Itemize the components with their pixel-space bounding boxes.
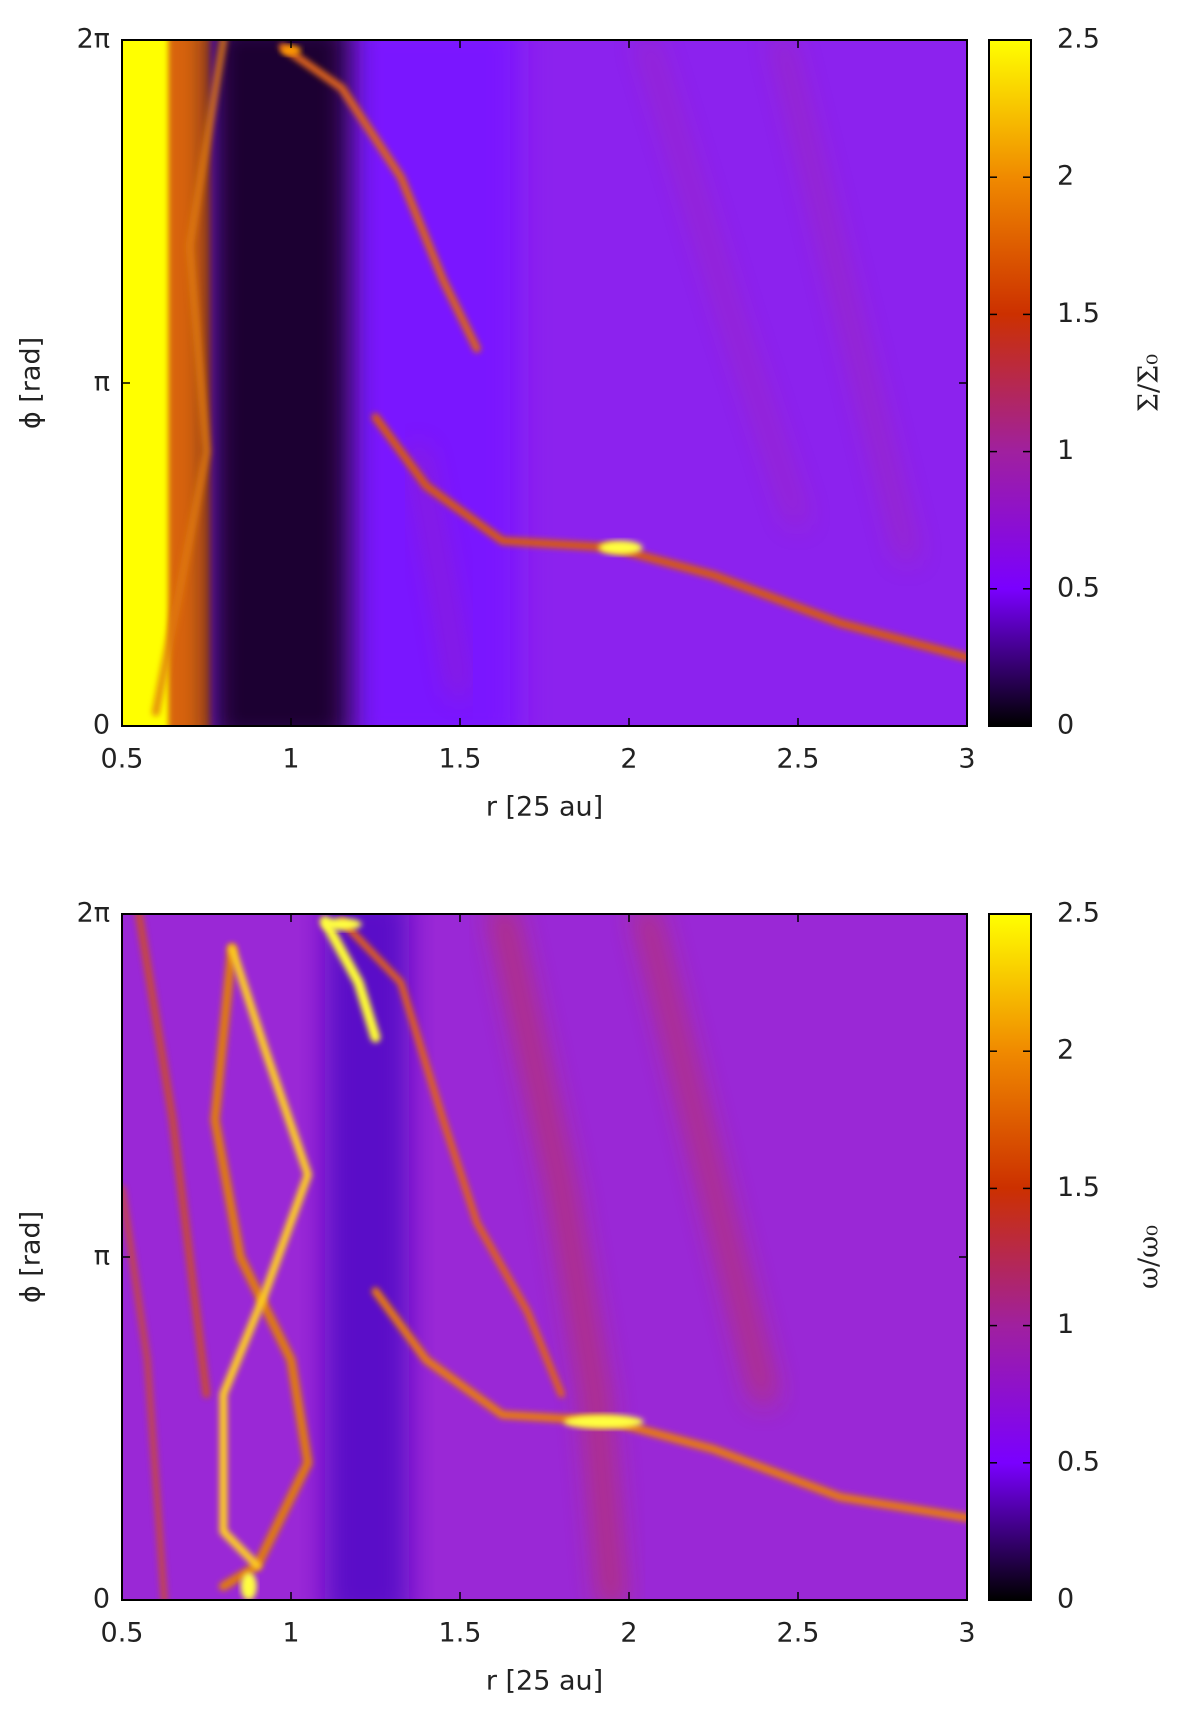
x-tick-label: 1.5	[439, 744, 482, 775]
field-spot	[240, 1572, 257, 1600]
y-tick-label: 2π	[77, 898, 110, 929]
field-arm	[635, 914, 775, 1405]
field-spot	[598, 540, 643, 555]
x-tick-label: 2.5	[777, 744, 820, 775]
colorbar-tick-label: 1.5	[1057, 1172, 1100, 1203]
field-background	[122, 914, 967, 1600]
y-tick-label: π	[94, 1241, 110, 1272]
y-tick-label: 0	[93, 710, 110, 741]
x-tick-label: 1	[282, 1618, 299, 1649]
colorbar-tick-label: 0.5	[1057, 1446, 1100, 1477]
heatmap-field	[122, 914, 967, 1600]
colorbar-tick-label: 2.5	[1057, 898, 1100, 929]
colorbar-tick-label: 0.5	[1057, 572, 1100, 603]
y-tick-label: 0	[93, 1584, 110, 1615]
field-spot	[563, 1414, 644, 1429]
x-tick-label: 2	[620, 1618, 637, 1649]
colorbar-tick-label: 0	[1057, 1584, 1074, 1615]
colorbar-tick-label: 2	[1057, 1035, 1074, 1066]
y-axis-label: ϕ [rad]	[16, 1211, 47, 1303]
colorbar	[988, 39, 1032, 727]
colorbar-tick-label: 0	[1057, 710, 1074, 741]
colorbar	[988, 913, 1032, 1601]
field-band	[350, 40, 520, 726]
field-spot	[281, 45, 301, 56]
x-tick-label: 1	[282, 744, 299, 775]
field-arm	[319, 915, 381, 1043]
field-spot	[321, 918, 362, 931]
x-tick-label: 2.5	[777, 1618, 820, 1649]
x-tick-label: 0.5	[101, 1618, 144, 1649]
colorbar-tick-label: 1	[1057, 1309, 1074, 1340]
x-axis-label: r [25 au]	[486, 792, 603, 823]
x-tick-label: 1.5	[439, 1618, 482, 1649]
colorbar-tick-label: 1.5	[1057, 298, 1100, 329]
field-arm	[640, 40, 803, 526]
field-arm	[338, 917, 565, 1398]
x-axis-label: r [25 au]	[486, 1666, 603, 1697]
field-band	[324, 914, 410, 1600]
field-arm	[219, 944, 312, 1570]
colorbar-tick-label: 1	[1057, 435, 1074, 466]
field-arm	[491, 914, 624, 1600]
colorbar-tick-label: 2.5	[1057, 24, 1100, 55]
x-tick-label: 3	[958, 744, 975, 775]
x-tick-label: 2	[620, 744, 637, 775]
field-arm	[411, 445, 466, 698]
y-tick-label: 2π	[77, 24, 110, 55]
y-axis-label: ϕ [rad]	[16, 337, 47, 429]
field-arm	[775, 40, 914, 561]
x-tick-label: 0.5	[101, 744, 144, 775]
colorbar-label: Σ/Σ₀	[1134, 354, 1165, 412]
heatmap-field	[122, 40, 967, 726]
y-tick-label: π	[94, 367, 110, 398]
colorbar-label: ω/ω₀	[1134, 1225, 1165, 1289]
field-arm	[122, 1184, 168, 1600]
x-tick-label: 3	[958, 1618, 975, 1649]
field-arm	[278, 42, 481, 353]
colorbar-tick-label: 2	[1057, 161, 1074, 192]
field-arm	[151, 40, 228, 717]
field-arm	[134, 914, 211, 1399]
field-band	[210, 40, 351, 726]
